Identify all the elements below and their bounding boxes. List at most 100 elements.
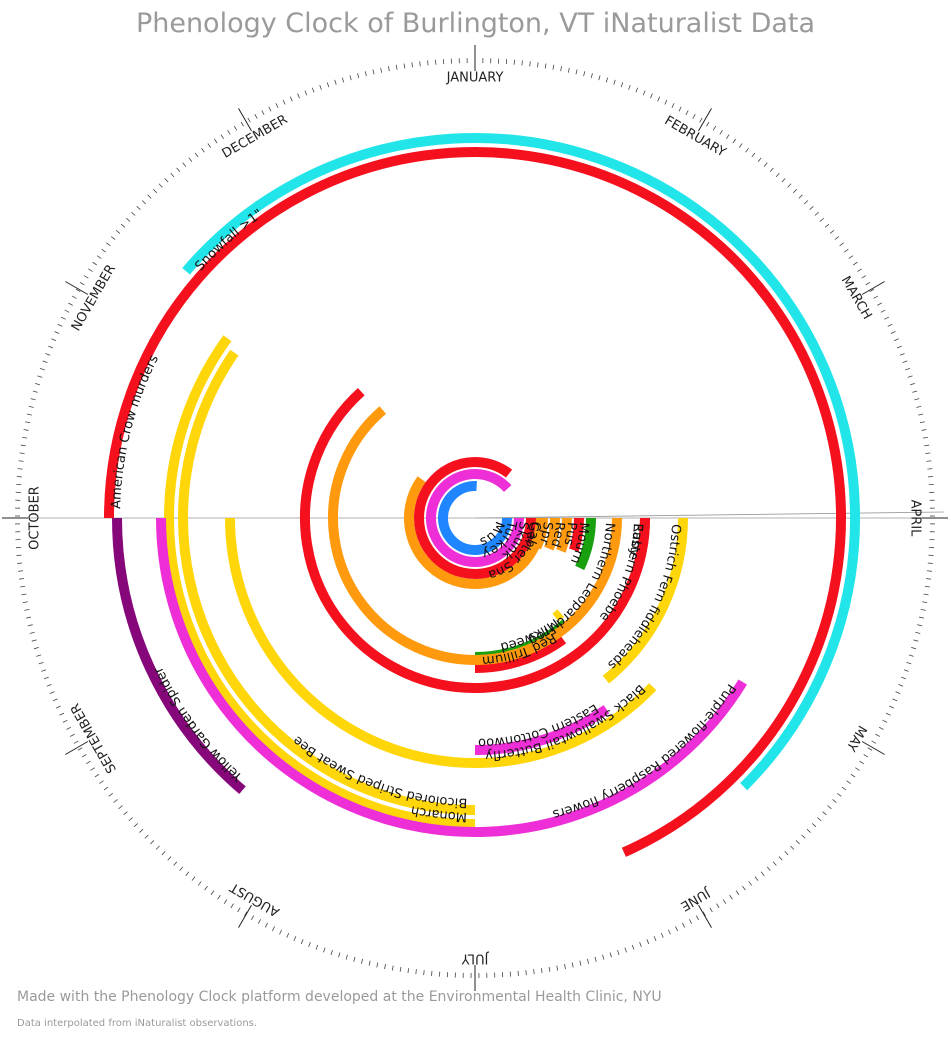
day-tick — [748, 881, 753, 886]
day-tick — [639, 942, 642, 947]
label-guide — [549, 607, 552, 609]
day-tick — [92, 261, 98, 266]
day-tick — [427, 60, 429, 66]
day-tick — [617, 949, 620, 955]
day-tick — [906, 661, 912, 665]
day-tick — [685, 110, 689, 116]
arc-red-trillium-flowers — [474, 635, 567, 673]
day-tick — [751, 152, 756, 158]
day-tick — [26, 413, 32, 416]
day-tick — [323, 947, 326, 953]
day-tick — [17, 468, 23, 470]
arc-garter-snake — [404, 476, 546, 589]
day-tick — [716, 903, 720, 909]
day-tick — [46, 684, 52, 687]
month-tick — [65, 741, 89, 755]
day-tick — [230, 903, 234, 909]
day-tick — [848, 255, 854, 259]
day-tick — [90, 767, 95, 771]
day-tick — [832, 799, 837, 803]
day-tick — [233, 125, 238, 131]
day-tick — [204, 885, 208, 891]
day-tick — [922, 436, 928, 439]
day-tick — [54, 331, 60, 334]
arc-mourning-cloak — [575, 517, 596, 571]
day-tick — [272, 926, 275, 932]
day-tick — [695, 915, 700, 921]
day-tick — [21, 593, 27, 596]
day-tick — [795, 840, 800, 845]
day-tick — [250, 915, 255, 921]
day-tick — [94, 773, 100, 778]
arc-purple-flowered-raspberry-flowers — [156, 517, 747, 837]
day-tick — [176, 167, 181, 172]
day-tick — [798, 194, 803, 199]
day-tick — [71, 295, 77, 299]
day-tick — [237, 907, 241, 913]
day-tick — [141, 200, 147, 205]
day-tick — [70, 733, 75, 737]
arc-muskrat — [438, 481, 512, 555]
day-tick — [817, 817, 822, 822]
day-tick — [349, 75, 352, 81]
day-tick — [357, 73, 360, 79]
day-tick — [594, 956, 597, 962]
day-tick — [907, 375, 913, 378]
month-label-june: JUNE — [678, 884, 713, 913]
day-tick — [319, 84, 322, 90]
day-tick — [525, 970, 527, 976]
day-tick — [240, 121, 244, 127]
day-tick — [689, 919, 693, 924]
day-tick — [391, 965, 394, 971]
day-tick — [282, 99, 286, 105]
day-tick — [254, 113, 258, 119]
day-tick — [289, 96, 293, 102]
day-tick — [620, 82, 624, 88]
day-tick — [852, 261, 858, 266]
day-tick — [867, 747, 873, 751]
day-tick — [925, 578, 931, 580]
day-tick — [399, 966, 402, 972]
day-tick — [207, 143, 212, 148]
arc-layer — [104, 133, 860, 857]
day-tick — [922, 601, 928, 604]
day-tick — [537, 62, 539, 68]
day-tick — [38, 661, 44, 665]
day-tick — [188, 157, 193, 162]
day-tick — [66, 726, 72, 730]
day-tick — [25, 421, 31, 424]
month-label-march: MARCH — [838, 274, 875, 323]
day-tick — [18, 460, 24, 462]
day-tick — [41, 669, 47, 672]
day-tick — [642, 90, 646, 96]
day-tick — [544, 63, 547, 69]
day-tick — [846, 780, 851, 784]
day-tick — [675, 926, 678, 932]
arc-pussy-willow-buds — [569, 517, 584, 552]
day-tick — [300, 939, 304, 945]
day-tick — [164, 178, 169, 183]
month-label-january: JANUARY — [446, 71, 504, 86]
day-tick — [892, 698, 898, 702]
arc-label-silver-maple-flowers: Silver Maple flowers — [0, 0, 6, 4]
day-tick — [27, 624, 33, 627]
arc-label-snowfall-1: Snowfall >1" — [192, 207, 265, 274]
day-tick — [108, 792, 113, 797]
day-tick — [784, 851, 789, 856]
day-tick — [136, 206, 141, 210]
day-tick — [781, 178, 786, 183]
day-tick — [726, 134, 730, 139]
day-tick — [590, 73, 593, 79]
day-tick — [775, 172, 780, 178]
day-tick — [62, 719, 68, 723]
day-tick — [128, 817, 133, 822]
arc-label-red-trillium-flowers: Red Trillium flowers — [0, 0, 559, 668]
day-tick — [660, 932, 664, 938]
day-tick — [227, 130, 231, 135]
day-tick — [37, 375, 43, 378]
day-tick — [635, 87, 639, 93]
day-tick — [571, 962, 574, 968]
day-tick — [268, 106, 272, 112]
arc-black-swallowtail-butterfly — [225, 517, 657, 768]
day-tick — [763, 162, 768, 167]
